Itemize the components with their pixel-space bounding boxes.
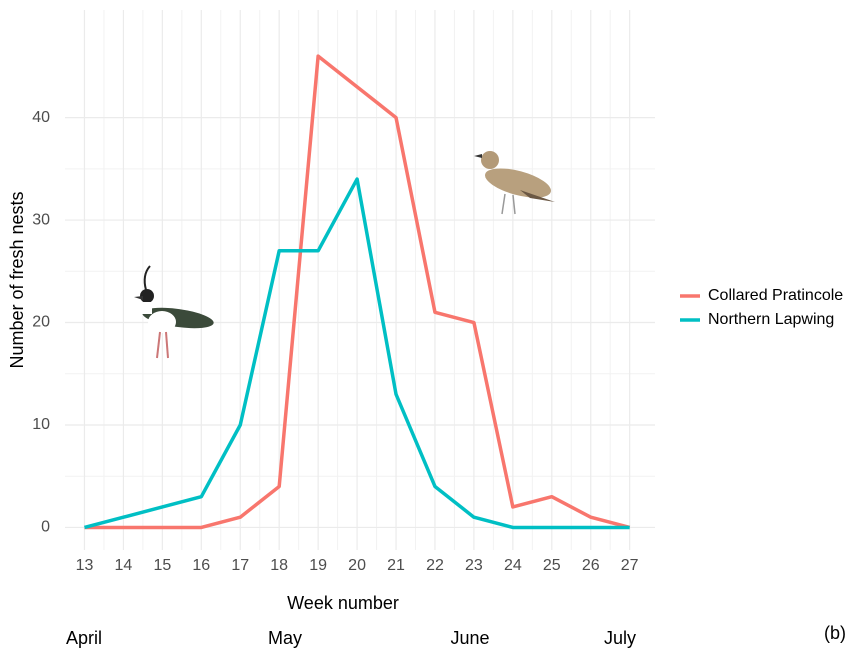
- y-tick-label: 20: [32, 314, 50, 331]
- series-line: [84, 177, 630, 530]
- y-tick-label: 40: [32, 109, 50, 126]
- series-line: [84, 54, 631, 530]
- month-label: June: [450, 628, 489, 648]
- bird-illustrations: [134, 151, 555, 359]
- month-label: July: [604, 628, 636, 648]
- x-axis-label: Week number: [287, 593, 399, 613]
- x-tick-label: 25: [543, 557, 561, 574]
- x-tick-label: 15: [153, 557, 171, 574]
- panel-label: (b): [824, 623, 846, 643]
- x-tick-label: 20: [348, 557, 366, 574]
- legend-label: Collared Pratincole: [708, 287, 843, 304]
- x-tick-label: 16: [192, 557, 210, 574]
- y-tick-label: 0: [41, 519, 50, 536]
- x-tick-label: 26: [582, 557, 600, 574]
- x-tick-label: 21: [387, 557, 405, 574]
- x-tick-label: 24: [504, 557, 522, 574]
- x-tick-label: 13: [76, 557, 94, 574]
- x-tick-label: 22: [426, 557, 444, 574]
- x-tick-label: 23: [465, 557, 483, 574]
- y-tick-label: 10: [32, 416, 50, 433]
- lapwing-icon: [134, 265, 214, 359]
- month-label: May: [268, 628, 302, 648]
- x-tick-label: 18: [270, 557, 288, 574]
- pratincole-icon: [474, 151, 555, 215]
- y-tick-label: 30: [32, 211, 50, 228]
- x-tick-label: 27: [621, 557, 639, 574]
- x-tick-label: 14: [115, 557, 133, 574]
- legend-label: Northern Lapwing: [708, 311, 834, 328]
- month-label: April: [66, 628, 102, 648]
- y-axis-label: Number of fresh nests: [7, 191, 27, 368]
- x-tick-label: 19: [309, 557, 327, 574]
- x-tick-label: 17: [231, 557, 249, 574]
